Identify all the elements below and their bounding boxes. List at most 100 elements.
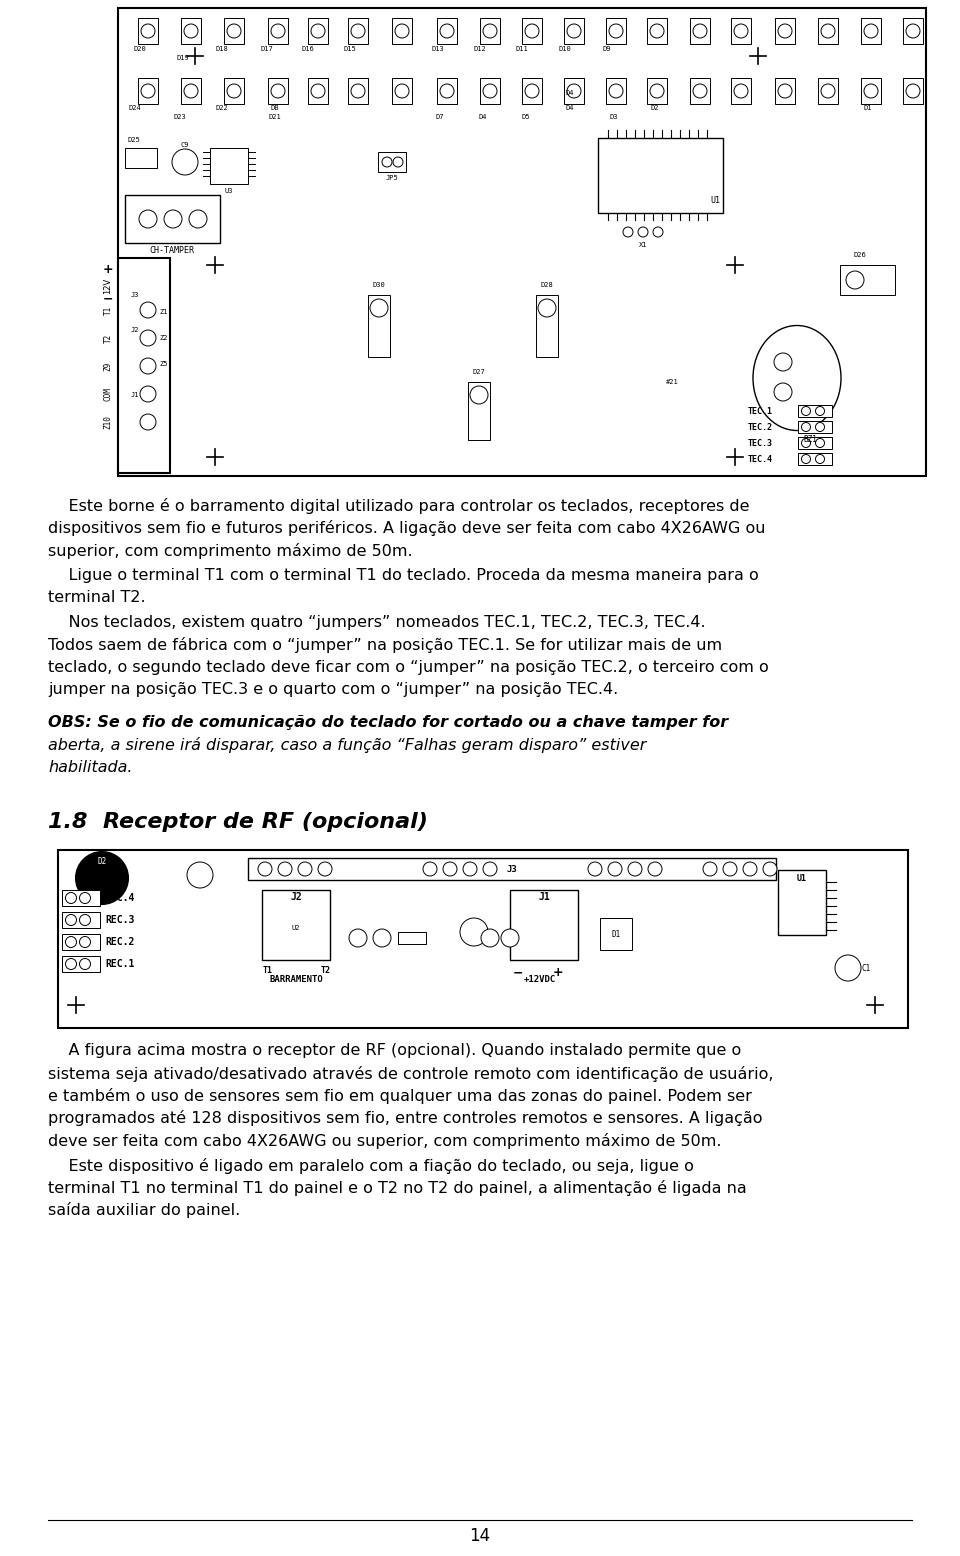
Circle shape (815, 423, 825, 431)
Circle shape (723, 862, 737, 876)
Text: D17: D17 (260, 47, 274, 51)
Text: D2: D2 (97, 857, 107, 867)
Bar (368, 296, 390, 356)
Bar (308, 19, 328, 44)
Text: D26: D26 (853, 252, 866, 258)
Bar (606, 19, 626, 44)
Circle shape (648, 862, 662, 876)
Bar (690, 19, 710, 44)
Circle shape (184, 23, 198, 37)
Text: +12VDC: +12VDC (524, 976, 556, 983)
Text: Z9: Z9 (104, 361, 112, 370)
Circle shape (140, 358, 156, 373)
Text: D4: D4 (479, 114, 488, 120)
Text: Este borne é o barramento digital utilizado para controlar os teclados, receptor: Este borne é o barramento digital utiliz… (48, 498, 750, 513)
Text: 14: 14 (469, 1526, 491, 1545)
Circle shape (778, 23, 792, 37)
Bar (606, 78, 626, 104)
Circle shape (906, 23, 920, 37)
Bar (248, 857, 776, 881)
Text: OBS: Se o fio de comunicação do teclado for cortado ou a chave tamper for: OBS: Se o fio de comunicação do teclado … (48, 714, 728, 730)
Circle shape (227, 84, 241, 98)
Text: Ligue o terminal T1 com o terminal T1 do teclado. Proceda da mesma maneira para : Ligue o terminal T1 com o terminal T1 do… (48, 568, 758, 582)
Bar (181, 78, 201, 104)
Circle shape (258, 862, 272, 876)
Circle shape (821, 23, 835, 37)
Bar (798, 422, 832, 433)
Circle shape (382, 157, 392, 166)
Circle shape (164, 210, 182, 229)
Circle shape (835, 955, 861, 980)
Circle shape (227, 23, 241, 37)
Text: D20: D20 (133, 47, 146, 51)
Circle shape (609, 23, 623, 37)
Circle shape (140, 414, 156, 429)
Text: T2: T2 (104, 333, 112, 342)
Text: #21: #21 (665, 380, 679, 384)
Text: D15: D15 (344, 47, 356, 51)
Circle shape (373, 929, 391, 948)
Circle shape (140, 330, 156, 345)
Bar (348, 19, 368, 44)
Text: X1: X1 (638, 243, 647, 247)
Bar (818, 78, 838, 104)
Text: Z1: Z1 (160, 310, 169, 314)
Text: T1: T1 (104, 305, 112, 314)
Circle shape (443, 862, 457, 876)
Text: D24: D24 (129, 104, 141, 110)
Text: D5: D5 (521, 114, 530, 120)
Bar (647, 19, 667, 44)
Circle shape (802, 454, 810, 464)
Circle shape (483, 23, 497, 37)
Circle shape (774, 383, 792, 401)
Text: Todos saem de fábrica com o “jumper” na posição TEC.1. Se for utilizar mais de u: Todos saem de fábrica com o “jumper” na … (48, 636, 722, 654)
Text: D4: D4 (565, 90, 574, 96)
Circle shape (395, 84, 409, 98)
Text: D27: D27 (472, 369, 486, 375)
Bar (392, 19, 412, 44)
Text: D3: D3 (610, 114, 618, 120)
Text: D28: D28 (540, 282, 553, 288)
Bar (62, 934, 100, 951)
Circle shape (140, 386, 156, 401)
Circle shape (653, 227, 663, 237)
Bar (138, 78, 158, 104)
Circle shape (567, 84, 581, 98)
Circle shape (774, 353, 792, 370)
Circle shape (906, 84, 920, 98)
Circle shape (483, 84, 497, 98)
Text: D22: D22 (216, 104, 228, 110)
Bar (118, 8, 926, 476)
Bar (224, 19, 244, 44)
Circle shape (65, 915, 77, 926)
Circle shape (278, 862, 292, 876)
Circle shape (481, 929, 499, 948)
Circle shape (638, 227, 648, 237)
Text: D18: D18 (216, 47, 228, 51)
Bar (798, 453, 832, 465)
Circle shape (187, 862, 213, 888)
Bar (378, 152, 406, 173)
Circle shape (271, 23, 285, 37)
Text: +: + (103, 263, 113, 275)
Bar (690, 78, 710, 104)
Circle shape (440, 84, 454, 98)
Bar (181, 19, 201, 44)
Text: BZ1: BZ1 (804, 436, 817, 443)
Circle shape (351, 84, 365, 98)
Text: JP5: JP5 (386, 174, 398, 180)
Text: J3: J3 (507, 865, 517, 873)
Bar (775, 78, 795, 104)
Circle shape (80, 937, 90, 948)
Bar (861, 19, 881, 44)
Text: A figura acima mostra o receptor de RF (opcional). Quando instalado permite que : A figura acima mostra o receptor de RF (… (48, 1043, 741, 1058)
Text: e também o uso de sensores sem fio em qualquer uma das zonas do painel. Podem se: e também o uso de sensores sem fio em qu… (48, 1088, 752, 1105)
Text: D1: D1 (612, 929, 620, 938)
Text: D12: D12 (473, 47, 487, 51)
Circle shape (65, 893, 77, 904)
Circle shape (393, 157, 403, 166)
Text: terminal T2.: terminal T2. (48, 590, 146, 605)
Circle shape (815, 406, 825, 415)
Text: Z10: Z10 (104, 415, 112, 429)
Text: D10: D10 (559, 47, 571, 51)
